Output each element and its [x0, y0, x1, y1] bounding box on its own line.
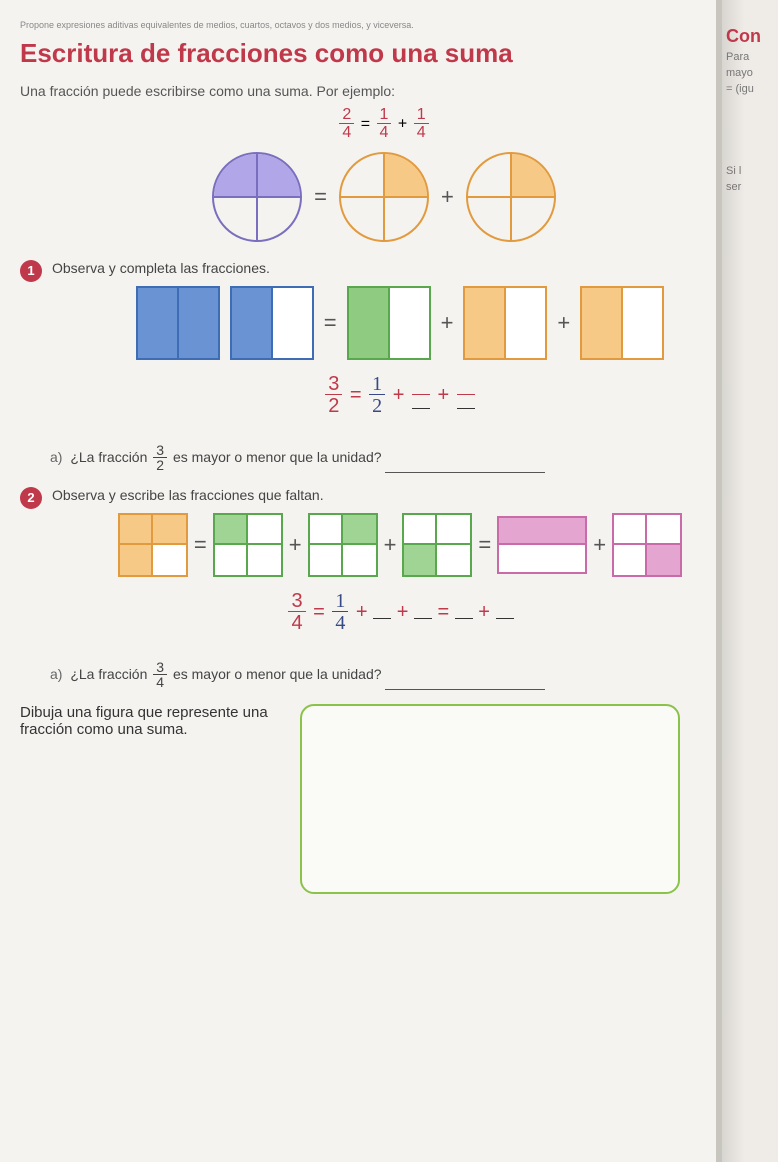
plus-sign: + — [441, 184, 454, 210]
rect4-green-c — [402, 513, 472, 577]
rect-blue-half — [230, 286, 314, 360]
badge-1: 1 — [20, 260, 42, 282]
ex1-shapes: = + + — [52, 286, 748, 360]
rect4-pink-b — [612, 513, 682, 577]
rect-orange-half-a — [463, 286, 547, 360]
badge-2: 2 — [20, 487, 42, 509]
circle-diagram-row: = + — [20, 152, 748, 242]
draw-prompt: Dibuja una figura que represente una fra… — [20, 704, 280, 894]
ex2-shapes: = + + = + — [52, 513, 748, 577]
rect4-green-b — [308, 513, 378, 577]
rect-green-half — [347, 286, 431, 360]
equals-sign: = — [314, 184, 327, 210]
example-equation: 24 = 14 + 14 — [20, 107, 748, 142]
drawing-area[interactable] — [300, 704, 680, 894]
circle-two-quarters — [212, 152, 302, 242]
page-title: Escritura de fracciones como una suma — [20, 38, 748, 69]
ex1-question: a) ¿La fracción 32 es mayor o menor que … — [50, 443, 748, 473]
rect2h-pink-a — [497, 516, 587, 574]
exercise-2: 2 Observa y escribe las fracciones que f… — [20, 487, 748, 644]
circle-one-quarter-a — [339, 152, 429, 242]
ex1-equation: 32 = 12 + + — [52, 374, 748, 417]
rect-orange-half-b — [580, 286, 664, 360]
rect4-orange — [118, 513, 188, 577]
ex1-instruction: Observa y completa las fracciones. — [52, 260, 748, 276]
answer-blank-1[interactable] — [385, 459, 545, 473]
ex2-instruction: Observa y escribe las fracciones que fal… — [52, 487, 748, 503]
intro-text: Una fracción puede escribirse como una s… — [20, 83, 748, 99]
next-page-peek: Con Para mayo = (igu Si l ser — [716, 0, 778, 1162]
ex2-equation: 34 = 14 + + = + — [52, 591, 748, 634]
exercise-1: 1 Observa y completa las fracciones. = + — [20, 260, 748, 427]
top-caption: Propone expresiones aditivas equivalente… — [20, 20, 748, 30]
circle-one-quarter-b — [466, 152, 556, 242]
ex2-question: a) ¿La fracción 34 es mayor o menor que … — [50, 660, 748, 690]
rect-blue-full — [136, 286, 220, 360]
answer-blank-2[interactable] — [385, 676, 545, 690]
rect4-green-a — [213, 513, 283, 577]
